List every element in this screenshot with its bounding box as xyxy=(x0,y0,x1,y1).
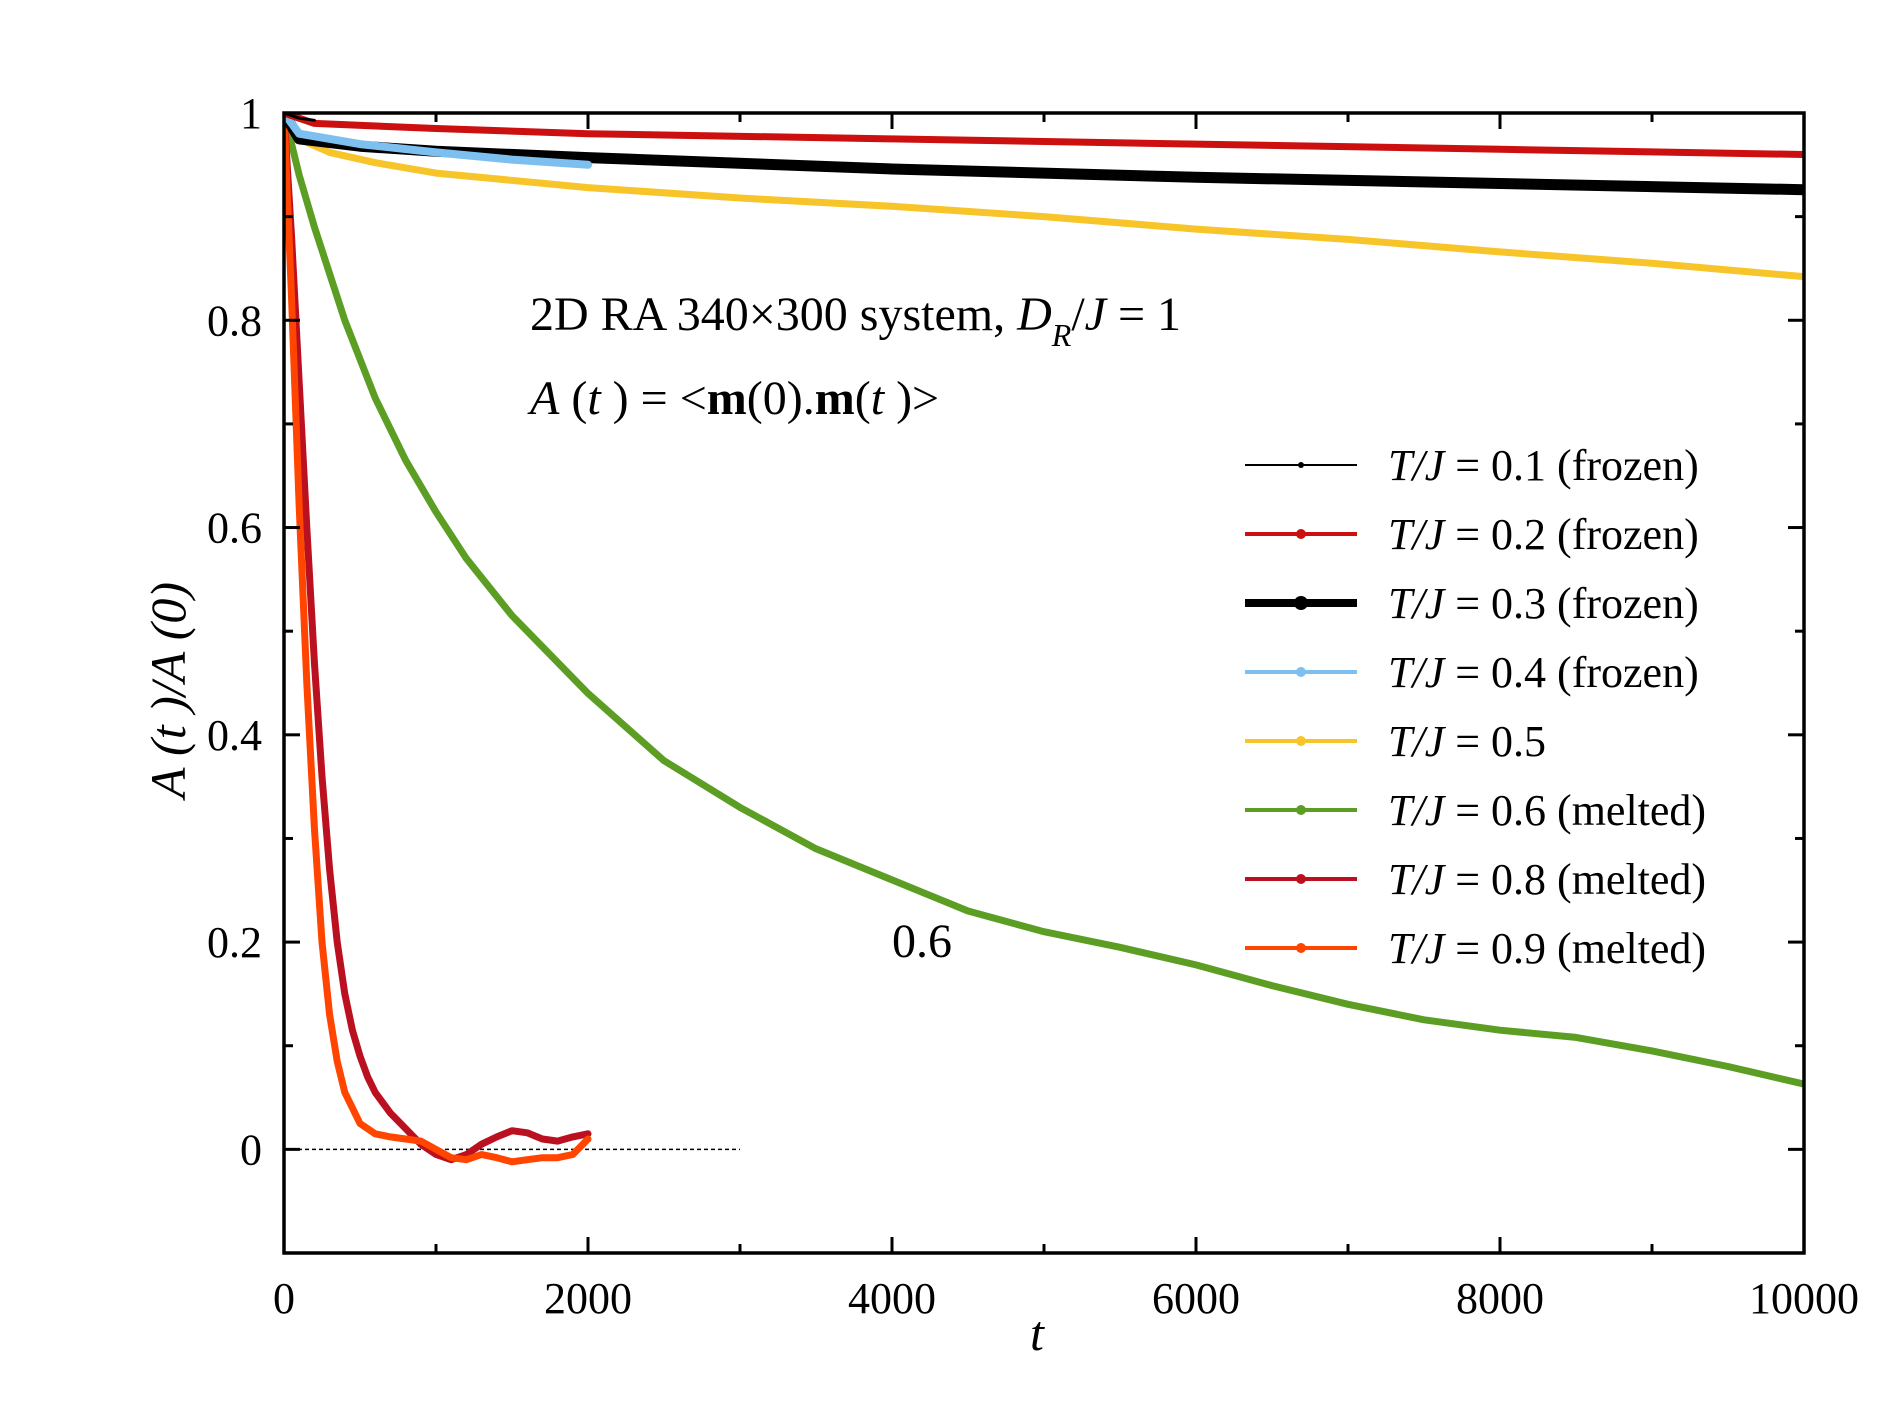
x-tick-label: 4000 xyxy=(848,1274,936,1323)
legend-swatch-marker xyxy=(1296,736,1306,746)
x-tick-label: 6000 xyxy=(1152,1274,1240,1323)
annotation-system-text: 2D RA 340×300 system, xyxy=(530,288,1017,341)
plot-frame xyxy=(282,111,1806,1255)
legend-label: T/J = 0.4 (frozen) xyxy=(1388,648,1699,697)
formula-t2: t xyxy=(871,372,886,425)
formula-m2: m xyxy=(815,372,855,425)
legend-label-value: = 0.1 (frozen) xyxy=(1444,441,1698,490)
formula-equals: ) = xyxy=(601,372,680,425)
legend-swatch-marker xyxy=(1296,529,1306,539)
legend-label: T/J = 0.6 (melted) xyxy=(1388,786,1706,835)
legend-label-var: T/J xyxy=(1388,786,1447,835)
formula-bracket: < xyxy=(680,372,707,425)
series-line-7 xyxy=(284,113,592,1166)
legend-label: T/J = 0.9 (melted) xyxy=(1388,924,1706,973)
legend-swatch-marker xyxy=(1296,805,1306,815)
legend-swatch-marker xyxy=(1296,874,1306,884)
legend: T/J = 0.1 (frozen)T/J = 0.2 (frozen)T/J … xyxy=(1245,441,1706,973)
legend-label-value: = 0.9 (melted) xyxy=(1444,924,1706,973)
formula-close: )> xyxy=(884,372,939,425)
legend-label: T/J = 0.5 xyxy=(1388,717,1546,766)
legend-swatch-marker xyxy=(1296,667,1306,677)
y-tick-label: 0 xyxy=(240,1125,262,1174)
legend-label-value: = 0.3 (frozen) xyxy=(1444,579,1698,628)
annotation-system: 2D RA 340×300 system, DR/J = 1 xyxy=(530,288,1181,353)
annotation-formula: A (t ) = <m(0).m(t )> xyxy=(527,372,939,425)
formula-m1: m xyxy=(707,372,747,425)
formula-zero: (0). xyxy=(747,372,815,425)
legend-swatch-marker xyxy=(1294,596,1308,610)
legend-label-value: = 0.8 (melted) xyxy=(1444,855,1706,904)
annotation-system-subscript: R xyxy=(1051,317,1072,353)
y-tick-label: 0.2 xyxy=(207,918,262,967)
y-tick-label: 0.8 xyxy=(207,296,262,345)
legend-label-value: = 0.6 (melted) xyxy=(1444,786,1706,835)
legend-label-value: = 0.5 xyxy=(1444,717,1546,766)
series-line-6 xyxy=(284,113,592,1164)
data-curves xyxy=(284,113,1804,1166)
legend-label-var: T/J xyxy=(1388,717,1447,766)
x-tick-label: 10000 xyxy=(1749,1274,1859,1323)
series-line-5 xyxy=(284,113,1804,1088)
legend-label-var: T/J xyxy=(1388,648,1447,697)
legend-swatch-marker xyxy=(1296,943,1306,953)
formula-a: A xyxy=(527,372,560,425)
series-line-2 xyxy=(284,113,1804,196)
series-line-3 xyxy=(284,113,592,169)
x-tick-label: 8000 xyxy=(1456,1274,1544,1323)
y-tick-label: 0.4 xyxy=(207,711,262,760)
tick-labels: 0 2000 4000 6000 8000 10000 0 0.2 0.4 0.6 0.8 1 xyxy=(207,89,1859,1323)
x-tick-label: 2000 xyxy=(544,1274,632,1323)
legend-label-var: T/J xyxy=(1388,441,1447,490)
legend-label-var: T/J xyxy=(1388,510,1447,559)
y-tick-label: 0.6 xyxy=(207,504,262,553)
x-axis-title: t xyxy=(1030,1305,1045,1361)
legend-label-value: = 0.4 (frozen) xyxy=(1444,648,1698,697)
legend-label: T/J = 0.2 (frozen) xyxy=(1388,510,1699,559)
x-tick-label: 0 xyxy=(273,1274,295,1323)
annotation-system-slash: / xyxy=(1071,288,1085,341)
annotation-system-j: J xyxy=(1085,288,1109,341)
legend-label-value: = 0.2 (frozen) xyxy=(1444,510,1698,559)
series-line-1 xyxy=(284,113,1804,158)
legend-label: T/J = 0.8 (melted) xyxy=(1388,855,1706,904)
curve-label-0-6: 0.6 xyxy=(892,915,952,968)
y-axis-title: A (t )/A (0) xyxy=(140,582,196,801)
formula-t: t xyxy=(587,372,602,425)
formula-paren: ( xyxy=(855,372,871,425)
legend-label-var: T/J xyxy=(1388,924,1447,973)
legend-label-var: T/J xyxy=(1388,579,1447,628)
annotation-system-value: = 1 xyxy=(1106,288,1181,341)
legend-label-var: T/J xyxy=(1388,855,1447,904)
formula-open: ( xyxy=(559,372,587,425)
legend-label: T/J = 0.3 (frozen) xyxy=(1388,579,1699,628)
y-tick-label: 1 xyxy=(240,89,262,138)
annotation-system-d: D xyxy=(1016,288,1052,341)
legend-label: T/J = 0.1 (frozen) xyxy=(1388,441,1699,490)
legend-swatch-marker xyxy=(1298,462,1304,468)
series-line-4 xyxy=(284,113,1804,281)
